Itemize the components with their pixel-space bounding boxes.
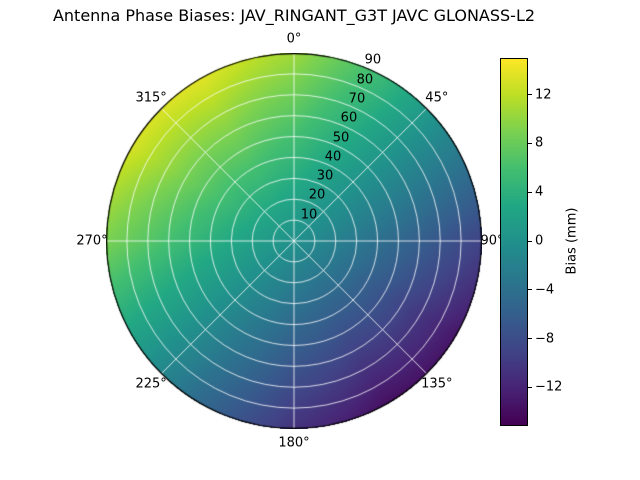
theta-tick-label: 45° [425,90,449,106]
colorbar-tick-mark [528,289,532,291]
r-tick-label: 10 [300,207,318,223]
theta-tick-label: 0° [286,31,302,47]
colorbar [500,58,528,426]
r-tick-label: 20 [308,187,326,203]
colorbar-tick-mark [528,240,532,242]
colorbar-tick-label: 8 [535,135,544,151]
r-tick-label: 60 [340,110,358,126]
colorbar-tick-label: −12 [535,379,563,395]
r-tick-label: 30 [316,168,334,184]
theta-tick-label: 90° [480,233,504,249]
colorbar-tick-label: 12 [535,87,552,103]
theta-tick-label: 225° [135,376,167,392]
colorbar-tick-label: 4 [535,184,544,200]
colorbar-tick-mark [528,338,532,340]
colorbar-tick-mark [528,386,532,388]
r-tick-label: 70 [348,91,366,107]
r-tick-label: 80 [356,72,374,88]
r-tick-label: 90 [364,52,382,68]
theta-tick-label: 270° [76,233,108,249]
colorbar-canvas [501,59,527,425]
colorbar-tick-mark [528,142,532,144]
r-tick-label: 50 [332,130,350,145]
polar-heatmap-canvas [106,53,482,429]
colorbar-axis-label: Bias (mm) [564,207,580,275]
theta-tick-label: 315° [135,90,167,106]
r-tick-label: 40 [324,149,342,165]
theta-tick-label: 135° [421,376,453,392]
colorbar-tick-mark [528,94,532,96]
colorbar-tick-mark [528,191,532,193]
chart-title: Antenna Phase Biases: JAV_RINGANT_G3T JA… [52,6,536,25]
colorbar-tick-label: −8 [535,331,555,347]
colorbar-tick-label: 0 [535,233,544,249]
colorbar-tick-label: −4 [535,282,555,298]
theta-tick-label: 180° [278,435,310,451]
